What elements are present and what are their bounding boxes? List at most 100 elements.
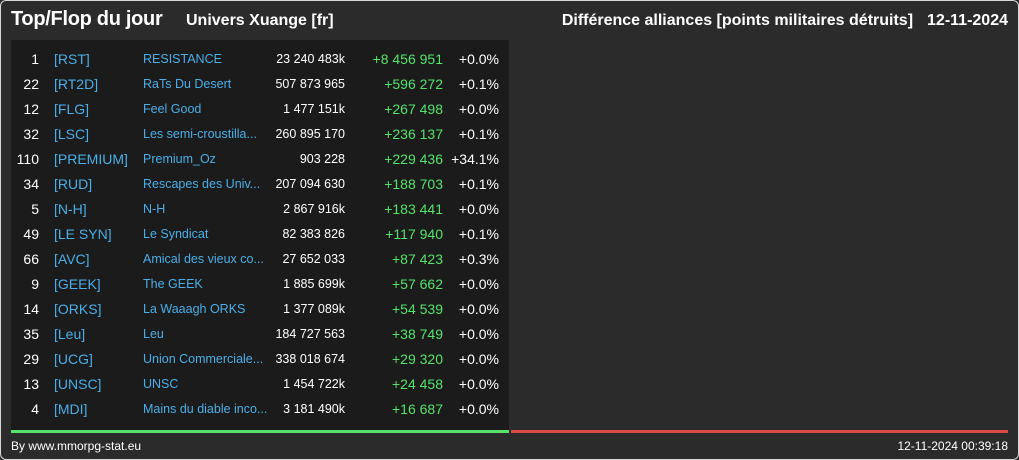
flop-panel-bottom-border	[511, 430, 1008, 433]
percent-cell: +0.0%	[458, 101, 499, 117]
rank-cell: 35	[23, 326, 39, 342]
diff-cell: +24 458	[392, 376, 443, 392]
percent-cell: +0.0%	[458, 301, 499, 317]
percent-cell: +0.0%	[458, 326, 499, 342]
diff-cell: +183 441	[384, 201, 443, 217]
metric-label: Différence alliances [points militaires …	[561, 12, 914, 29]
percent-cell: +34.1%	[451, 151, 499, 167]
percent-cell: +0.3%	[458, 251, 499, 267]
alliance-tag-link[interactable]: [RST]	[54, 51, 90, 67]
table-row: 34 [RUD] Rescapes des Univ... 207 094 630 +1…	[11, 172, 509, 197]
alliance-name-link[interactable]: Premium_Oz	[143, 152, 216, 166]
rank-cell: 29	[23, 351, 39, 367]
table-row: 9 [GEEK] The GEEK 1 885 699k +57 662 +0.0%	[11, 272, 509, 297]
header: Top/Flop du jour Univers Xuange [fr] Dif…	[0, 0, 1019, 40]
percent-cell: +0.1%	[458, 176, 499, 192]
points-cell: 3 181 490k	[283, 402, 345, 416]
percent-cell: +0.0%	[458, 276, 499, 292]
points-cell: 82 383 826	[282, 227, 345, 241]
rank-cell: 14	[23, 301, 39, 317]
alliance-name-link[interactable]: Feel Good	[143, 102, 202, 116]
alliance-tag-link[interactable]: [UNSC]	[54, 376, 102, 392]
footer-timestamp: 12-11-2024 00:39:18	[897, 439, 1008, 453]
alliance-tag-link[interactable]: [FLG]	[54, 101, 90, 117]
alliance-name-link[interactable]: Leu	[143, 327, 164, 341]
points-cell: 507 873 965	[275, 77, 345, 91]
alliance-name-link[interactable]: The GEEK	[143, 277, 203, 291]
diff-cell: +29 320	[392, 351, 443, 367]
flop-panel	[511, 40, 1008, 433]
alliance-tag-link[interactable]: [UCG]	[54, 351, 93, 367]
points-cell: 23 240 483k	[276, 52, 345, 66]
alliance-tag-link[interactable]: [AVC]	[54, 251, 90, 267]
points-cell: 2 867 916k	[283, 202, 345, 216]
rank-cell: 34	[23, 176, 39, 192]
rank-cell: 4	[31, 401, 39, 417]
percent-cell: +0.1%	[458, 226, 499, 242]
rank-cell: 5	[31, 201, 39, 217]
alliance-tag-link[interactable]: [LE SYN]	[54, 226, 112, 242]
alliance-name-link[interactable]: N-H	[143, 202, 166, 216]
table-row: 5 [N-H] N-H 2 867 916k +183 441 +0.0%	[11, 197, 509, 222]
points-cell: 260 895 170	[275, 127, 345, 141]
alliance-name-link[interactable]: Mains du diable inco...	[143, 402, 268, 416]
diff-cell: +54 539	[392, 301, 443, 317]
table-row: 35 [Leu] Leu 184 727 563 +38 749 +0.0%	[11, 322, 509, 347]
table-row: 1 [RST] RESISTANCE 23 240 483k +8 456 951 +0.…	[11, 47, 509, 72]
alliance-name-link[interactable]: La Waaagh ORKS	[143, 302, 246, 316]
percent-cell: +0.0%	[458, 351, 499, 367]
diff-cell: +8 456 951	[372, 51, 443, 67]
alliance-name-link[interactable]: RESISTANCE	[143, 52, 222, 66]
table-row: 49 [LE SYN] Le Syndicat 82 383 826 +117 940 +…	[11, 222, 509, 247]
rank-cell: 12	[23, 101, 39, 117]
alliance-name-link[interactable]: Rescapes des Univ...	[143, 177, 261, 191]
table-row: 29 [UCG] Union Commerciale... 338 018 674 +2…	[11, 347, 509, 372]
alliance-tag-link[interactable]: [GEEK]	[54, 276, 101, 292]
alliance-tag-link[interactable]: [ORKS]	[54, 301, 102, 317]
diff-cell: +16 687	[392, 401, 443, 417]
points-cell: 27 652 033	[282, 252, 345, 266]
alliance-tag-link[interactable]: [MDI]	[54, 401, 88, 417]
alliance-name-link[interactable]: Union Commerciale...	[143, 352, 264, 366]
diff-cell: +38 749	[392, 326, 443, 342]
alliance-tag-link[interactable]: [PREMIUM]	[54, 151, 128, 167]
alliance-name-link[interactable]: Le Syndicat	[143, 227, 209, 241]
diff-cell: +229 436	[384, 151, 443, 167]
alliance-name-link[interactable]: Amical des vieux co...	[143, 252, 264, 266]
metric-heading: Différence alliances [points militaires …	[562, 12, 1008, 30]
rank-cell: 1	[31, 51, 39, 67]
rank-cell: 49	[23, 226, 39, 242]
points-cell: 1 477 151k	[283, 102, 345, 116]
diff-cell: +267 498	[384, 101, 443, 117]
footer-credit: By www.mmorpg-stat.eu	[11, 439, 142, 453]
diff-cell: +87 423	[392, 251, 443, 267]
diff-cell: +236 137	[384, 126, 443, 142]
diff-cell: +117 940	[385, 226, 443, 242]
rank-cell: 66	[23, 251, 39, 267]
alliance-name-link[interactable]: Les semi-croustilla...	[143, 127, 257, 141]
points-cell: 903 228	[299, 152, 345, 166]
table-row: 110 [PREMIUM] Premium_Oz 903 228 +229 436 +34…	[11, 147, 509, 172]
diff-cell: +188 703	[384, 176, 443, 192]
page-title: Top/Flop du jour	[11, 8, 163, 30]
alliance-tag-link[interactable]: [RUD]	[54, 176, 93, 192]
table-row: 32 [LSC] Les semi-croustilla... 260 895 170…	[11, 122, 509, 147]
alliance-name-link[interactable]: RaTs Du Desert	[143, 77, 232, 91]
header-date: 12-11-2024	[927, 12, 1008, 29]
top-panel-bottom-border	[11, 430, 509, 433]
points-cell: 1 454 722k	[283, 377, 345, 391]
percent-cell: +0.1%	[458, 126, 499, 142]
alliance-tag-link[interactable]: [Leu]	[54, 326, 86, 342]
percent-cell: +0.1%	[458, 76, 499, 92]
alliance-tag-link[interactable]: [N-H]	[54, 201, 87, 217]
rank-cell: 22	[23, 76, 39, 92]
rank-cell: 32	[23, 126, 39, 142]
table-row: 66 [AVC] Amical des vieux co... 27 652 033 +…	[11, 247, 509, 272]
points-cell: 1 885 699k	[283, 277, 345, 291]
alliance-tag-link[interactable]: [LSC]	[54, 126, 90, 142]
points-cell: 1 377 089k	[283, 302, 345, 316]
rank-cell: 13	[23, 376, 39, 392]
alliance-tag-link[interactable]: [RT2D]	[54, 76, 99, 92]
alliance-name-link[interactable]: UNSC	[143, 377, 179, 391]
rank-cell: 110	[16, 151, 39, 167]
